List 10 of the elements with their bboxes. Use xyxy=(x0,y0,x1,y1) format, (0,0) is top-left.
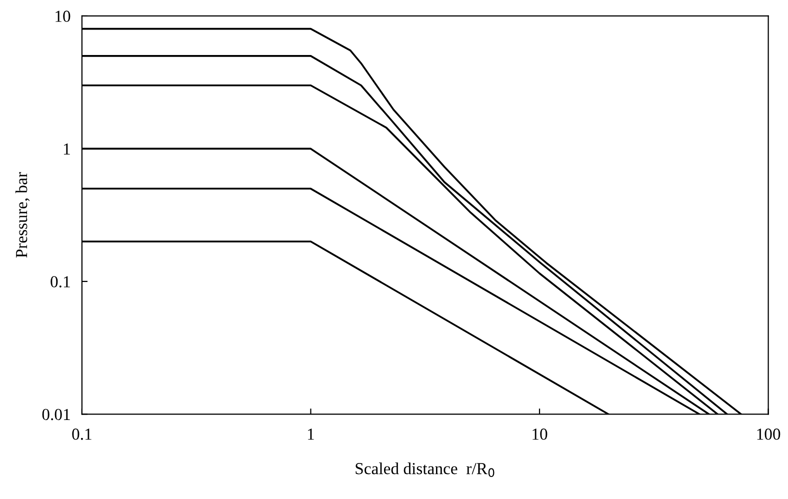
y-tick-label: 1 xyxy=(64,143,70,154)
x-axis-title: Scaled distance r/R$_{0}$ xyxy=(356,462,494,477)
y-tick-label: 0.01 xyxy=(42,408,70,420)
x-tick-label: 100 xyxy=(757,428,780,440)
y-axis-title: Pressure, bar xyxy=(15,172,30,258)
x-tick-label: 1 xyxy=(308,428,314,440)
y-tick-label: 10 xyxy=(56,10,70,22)
x-tick-label: 0.1 xyxy=(72,428,92,440)
x-tick-label: 10 xyxy=(532,428,548,440)
y-tick-label: 0.1 xyxy=(50,276,70,288)
